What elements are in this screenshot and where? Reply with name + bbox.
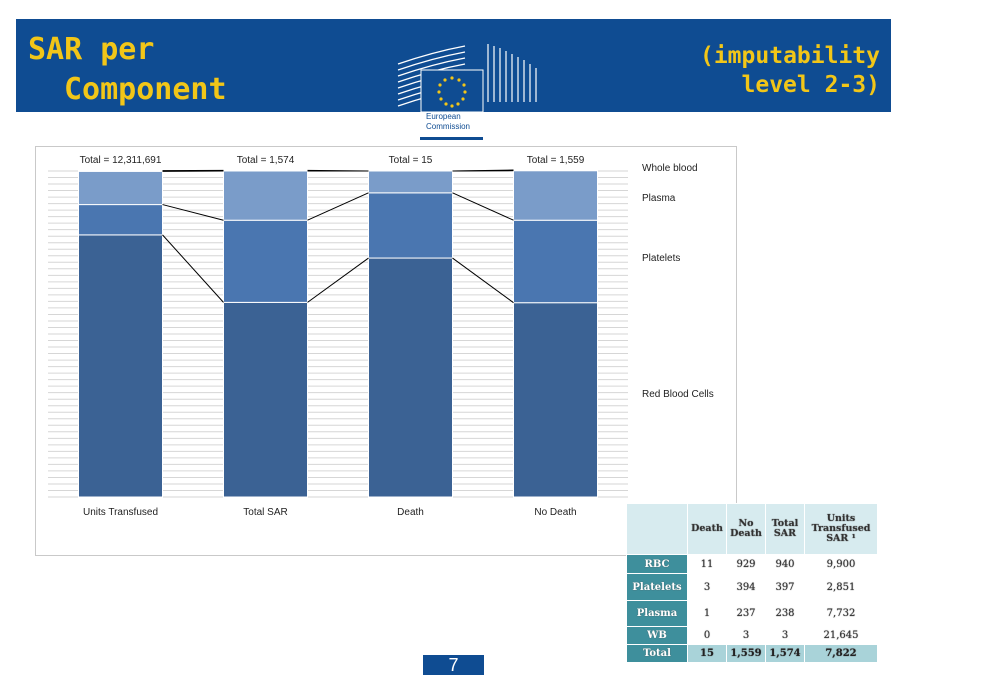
series-connector (452, 257, 514, 304)
x-tick-label: Units Transfused (83, 507, 158, 518)
table-cell: 397 (765, 573, 805, 601)
table-cell: 1,574 (765, 644, 805, 663)
chart-frame: Units Transfused Total = 12,311,691 Total … (35, 146, 737, 556)
x-tick-label: Total SAR (243, 507, 287, 518)
table-cell: 940 (765, 554, 805, 574)
logo-caption-box (420, 112, 484, 140)
bar-segment-red-blood-cells (223, 301, 308, 498)
bar-segment-red-blood-cells (368, 257, 453, 498)
series-connector (307, 169, 369, 172)
row-label: RBC (626, 554, 688, 574)
table-cell: 9,900 (804, 554, 878, 574)
table-cell: 3 (687, 573, 727, 601)
bar-segment-platelets (513, 219, 598, 304)
table-cell: 237 (726, 600, 766, 627)
table-cell: 929 (726, 554, 766, 574)
sar-table: Death No Death Total SAR Units Transfuse… (626, 503, 878, 663)
bar-segment-plasma (78, 170, 163, 206)
bar-total-label: Total = 1,559 (527, 155, 585, 166)
series-label: Whole blood (642, 163, 698, 174)
table-cell: 0 (687, 626, 727, 645)
bar-segment-plasma (368, 170, 453, 194)
table-row: Platelets 3 394 397 2,851 (626, 573, 878, 601)
series-connector (452, 192, 514, 221)
table-cell: 15 (687, 644, 727, 663)
bar-total-label: Total = 1,574 (237, 155, 295, 166)
table-cell: 1 (687, 600, 727, 627)
table-header-total-sar: Total SAR (765, 503, 805, 555)
logo-caption: European Commission (426, 112, 470, 132)
bar-segment-red-blood-cells (513, 302, 598, 498)
series-label: Red Blood Cells (642, 389, 714, 400)
bar-total-label: Total = 12,311,691 (80, 155, 162, 166)
series-label: Plasma (642, 193, 676, 204)
table-row: Plasma 1 237 238 7,732 (626, 600, 878, 627)
bar-segment-red-blood-cells (78, 234, 163, 498)
table-cell: 1,559 (726, 644, 766, 663)
page-number: 7 (423, 655, 484, 675)
x-tick-label: No Death (534, 507, 576, 518)
bar-segment-platelets (368, 192, 453, 259)
series-connector (307, 192, 369, 221)
series-connector (162, 234, 224, 303)
slide-subtitle: (imputability level 2-3) (700, 42, 880, 100)
bar-segment-whole-blood (223, 169, 308, 172)
row-label: Platelets (626, 573, 688, 601)
table-cell: 3 (726, 626, 766, 645)
table-row: RBC 11 929 940 9,900 (626, 554, 878, 574)
table-cell: 238 (765, 600, 805, 627)
series-connector (162, 204, 224, 221)
table-header-row: Death No Death Total SAR Units Transfuse… (626, 503, 878, 555)
x-tick-label: Death (397, 507, 424, 518)
european-commission-logo (397, 44, 537, 113)
logo-line-1: European (426, 112, 461, 121)
table-cell: 11 (687, 554, 727, 574)
bar-segment-platelets (223, 219, 308, 303)
table-row: WB 0 3 3 21,645 (626, 626, 878, 645)
table-header-no-death: No Death (726, 503, 766, 555)
bar-segment-plasma (513, 170, 598, 221)
table-cell: 7,822 (804, 644, 878, 663)
sar-table-wrapper: Death No Death Total SAR Units Transfuse… (626, 503, 878, 663)
series-label: Platelets (642, 253, 680, 264)
table-cell: 21,645 (804, 626, 878, 645)
row-label: Total (626, 644, 688, 663)
table-cell: 3 (765, 626, 805, 645)
table-header-death: Death (687, 503, 727, 555)
row-label: Plasma (626, 600, 688, 627)
table-total-row: Total 15 1,559 1,574 7,822 (626, 644, 878, 663)
title-line-1: SAR per (28, 32, 155, 67)
bar-segment-whole-blood (513, 169, 598, 172)
title-line-2: Component (64, 72, 227, 107)
table-header-corner (626, 503, 688, 555)
logo-line-2: Commission (426, 122, 471, 131)
logo-rule (420, 137, 483, 140)
table-header-units-transfused: Units Transfused SAR ¹ (804, 503, 878, 555)
series-connector (307, 257, 369, 303)
bar-total-label: Total = 15 (389, 155, 433, 166)
stacked-bar-chart: Units Transfused Total = 12,311,691 Total … (48, 155, 714, 518)
subtitle-line-2: level 2-3) (741, 72, 880, 98)
bar-segment-whole-blood (78, 170, 163, 172)
row-label: WB (626, 626, 688, 645)
subtitle-line-1: (imputability (699, 43, 880, 69)
bar-segment-platelets (78, 204, 163, 236)
table-cell: 394 (726, 573, 766, 601)
table-cell: 7,732 (804, 600, 878, 627)
bar-segment-plasma (223, 170, 308, 221)
slide-title: SAR per Component (28, 30, 227, 110)
table-cell: 2,851 (804, 573, 878, 601)
series-connector (452, 169, 514, 172)
